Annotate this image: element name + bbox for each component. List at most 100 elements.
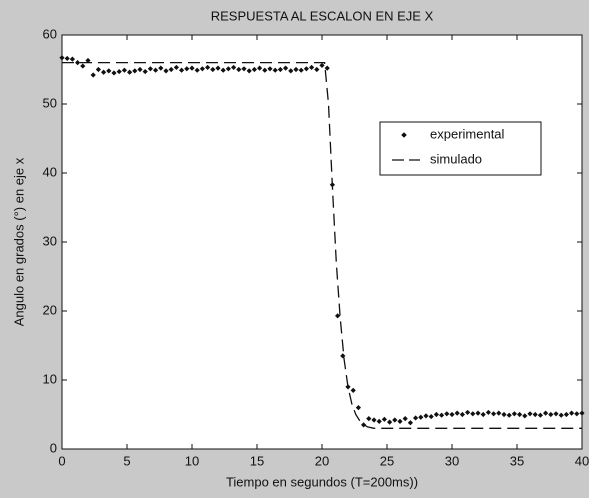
y-tick-label: 50 [43,95,57,110]
data-point [257,65,263,71]
x-tick-label: 10 [185,453,199,468]
y-tick-label: 10 [43,371,57,386]
plot-area [62,35,582,449]
data-point [522,413,528,419]
data-point [210,66,216,73]
data-point [267,66,273,72]
data-point [127,69,133,75]
data-point [184,66,190,72]
data-point [179,67,185,73]
data-point [173,64,179,71]
data-point [106,68,112,74]
data-point [69,56,75,62]
data-point [433,411,439,418]
data-point [335,313,341,319]
data-point [283,65,289,71]
data-point [147,66,153,72]
data-point [288,68,294,74]
x-tick-label: 30 [445,453,459,468]
data-point [387,419,393,425]
data-point [194,67,200,73]
data-point [319,62,325,68]
y-tick-label: 0 [50,440,57,455]
x-tick-label: 20 [315,453,329,468]
data-point [381,416,387,422]
data-point [553,411,559,417]
data-point [137,66,143,73]
data-point [350,387,356,393]
x-tick-label: 40 [575,453,589,468]
data-point [563,411,569,418]
data-point [277,66,283,73]
y-tick-label: 60 [43,26,57,41]
data-point [506,412,512,418]
data-point [537,412,543,418]
y-axis-label: Angulo en grados (°) en eje x [11,157,26,326]
data-point [366,416,372,422]
data-point [158,65,164,71]
data-point [132,68,138,74]
data-point [402,416,408,422]
data-point [236,66,242,73]
y-tick-label: 20 [43,302,57,317]
data-point [85,57,91,64]
legend-marker [401,132,407,138]
data-point [392,417,398,423]
chart-title: RESPUESTA AL ESCALON EN EJE X [211,8,434,23]
data-point [272,67,278,73]
data-point [532,411,538,418]
data-point [215,65,221,71]
legend-label: simulado [430,151,482,166]
data-point [251,66,257,73]
legend-box [379,121,542,176]
data-point [205,64,211,71]
x-tick-label: 25 [380,453,394,468]
x-tick-label: 5 [123,453,130,468]
data-point [470,411,476,417]
data-point [189,65,195,71]
data-point [303,66,309,72]
data-point [444,411,450,417]
data-point [80,63,86,69]
data-point [371,417,377,423]
data-point [579,410,585,416]
data-point [449,411,455,418]
data-point [262,67,268,73]
data-point [355,405,361,411]
data-point [95,66,101,73]
data-point [569,410,575,416]
data-point [101,69,107,75]
data-point [459,411,465,418]
data-point [168,66,174,73]
data-point [75,60,81,66]
data-point [376,418,382,424]
data-point [199,66,205,72]
data-point [454,410,460,416]
data-point [543,410,549,416]
data-point [501,411,507,418]
data-point [324,65,330,71]
data-point [220,67,226,73]
data-point [116,68,122,75]
data-point [418,414,424,420]
data-point [246,68,252,74]
data-point [298,67,304,73]
data-point [407,420,413,426]
data-point [142,68,148,75]
y-tick-label: 30 [43,233,57,248]
data-point [428,413,434,420]
x-axis-label: Tiempo en segundos (T=200ms)) [226,474,418,489]
data-point [90,72,96,78]
data-point [397,418,403,424]
data-point [439,412,445,418]
data-point [163,68,169,74]
x-tick-label: 15 [250,453,264,468]
data-point [491,411,497,417]
data-point [423,413,429,419]
data-point [64,55,70,62]
data-point [241,66,247,72]
data-point [225,66,231,72]
data-point [485,409,491,416]
data-point [413,415,419,421]
